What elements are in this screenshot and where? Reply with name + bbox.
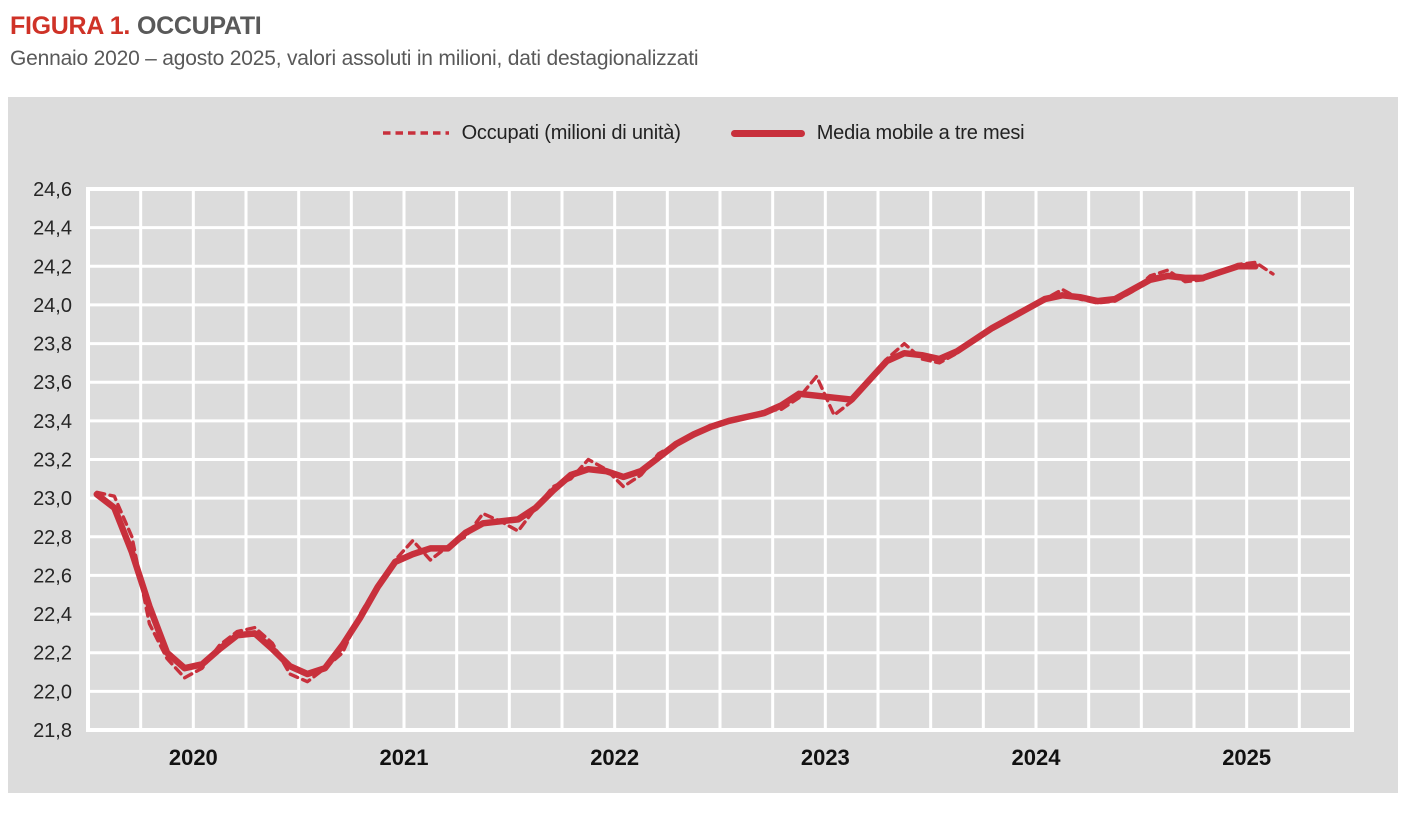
figure-subtitle: Gennaio 2020 – agosto 2025, valori assol… [10, 47, 699, 70]
chart-legend: Occupati (milioni di unità) Media mobile… [8, 117, 1398, 149]
y-tick-label: 22,4 [33, 604, 72, 626]
figure-title: FIGURA 1. OCCUPATI [10, 12, 698, 41]
y-tick-label: 23,8 [33, 334, 72, 356]
y-tick-label: 23,0 [33, 488, 72, 510]
legend-label-occupati: Occupati (milioni di unità) [461, 121, 681, 144]
y-tick-label: 23,6 [33, 372, 72, 394]
y-tick-label: 22,8 [33, 527, 72, 549]
x-year-label: 2024 [1012, 745, 1062, 770]
legend-item-occupati: Occupati (milioni di unità) [382, 122, 681, 145]
x-year-label: 2021 [380, 745, 429, 770]
x-axis-labels: 2020 2021 2022 2023 2024 2025 [169, 745, 1271, 770]
x-year-label: 2025 [1222, 745, 1271, 770]
y-axis-labels: 21,8 22,0 22,2 22,4 22,6 22,8 23,0 23,2 23,4 23,6… [33, 179, 72, 742]
y-tick-label: 24,2 [33, 256, 72, 278]
figure-header: FIGURA 1. OCCUPATI Gennaio 2020 – agosto … [10, 12, 699, 71]
y-tick-label: 24,4 [33, 218, 72, 240]
y-tick-label: 23,2 [33, 450, 72, 472]
y-tick-label: 22,6 [33, 565, 72, 587]
occupati-dashed-line [95, 260, 1275, 684]
y-tick-label: 24,6 [33, 179, 72, 201]
solid-line-sample-icon [730, 129, 805, 137]
x-year-label: 2023 [801, 745, 850, 770]
dashed-line-sample-icon [382, 131, 449, 135]
y-tick-label: 21,8 [33, 720, 72, 742]
plot-border [86, 187, 1354, 732]
legend-label-media-mobile: Media mobile a tre mesi [816, 121, 1025, 144]
figure-number: FIGURA 1. [10, 12, 130, 40]
y-tick-label: 22,2 [33, 643, 72, 665]
chart-panel: Occupati (milioni di unità) Media mobile… [8, 97, 1398, 793]
media-mobile-solid-line [93, 263, 1259, 678]
x-year-label: 2020 [169, 745, 218, 770]
line-chart: 21,8 22,0 22,2 22,4 22,6 22,8 23,0 23,2 23,4 23,6… [33, 179, 1354, 770]
x-year-label: 2022 [590, 745, 639, 770]
figure-title-text: OCCUPATI [137, 12, 262, 40]
legend-item-media-mobile: Media mobile a tre mesi [730, 121, 1025, 145]
y-tick-label: 23,4 [33, 411, 72, 433]
gridlines [86, 187, 1354, 732]
y-tick-label: 22,0 [33, 681, 72, 703]
y-tick-label: 24,0 [33, 295, 72, 317]
